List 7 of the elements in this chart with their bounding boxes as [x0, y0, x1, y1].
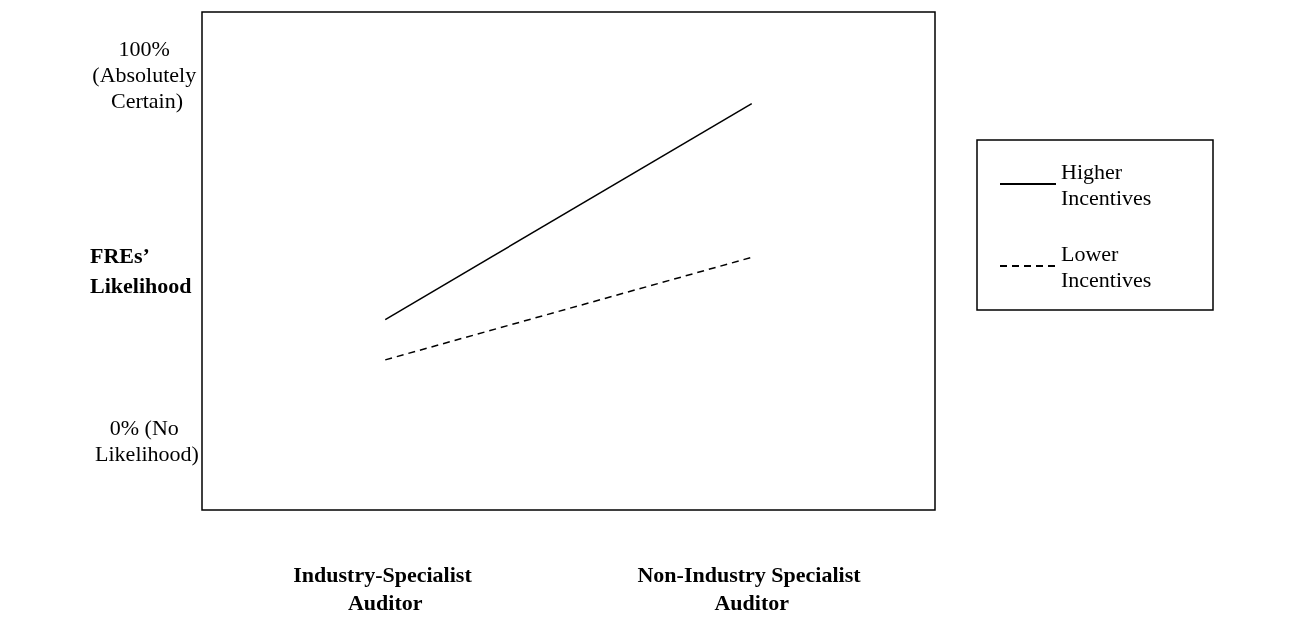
y-tick-label: 100% (Absolutely Certain): [92, 35, 202, 113]
y-axis-title: FREs’ Likelihood: [90, 242, 192, 298]
y-tick-label: 0% (No Likelihood): [95, 414, 199, 466]
x-tick-label: Industry-Specialist Auditor: [293, 561, 478, 615]
x-tick-label: Non-Industry Specialist Auditor: [637, 561, 867, 615]
legend-label: Higher Incentives: [1061, 158, 1152, 210]
legend-label: Lower Incentives: [1061, 240, 1152, 292]
